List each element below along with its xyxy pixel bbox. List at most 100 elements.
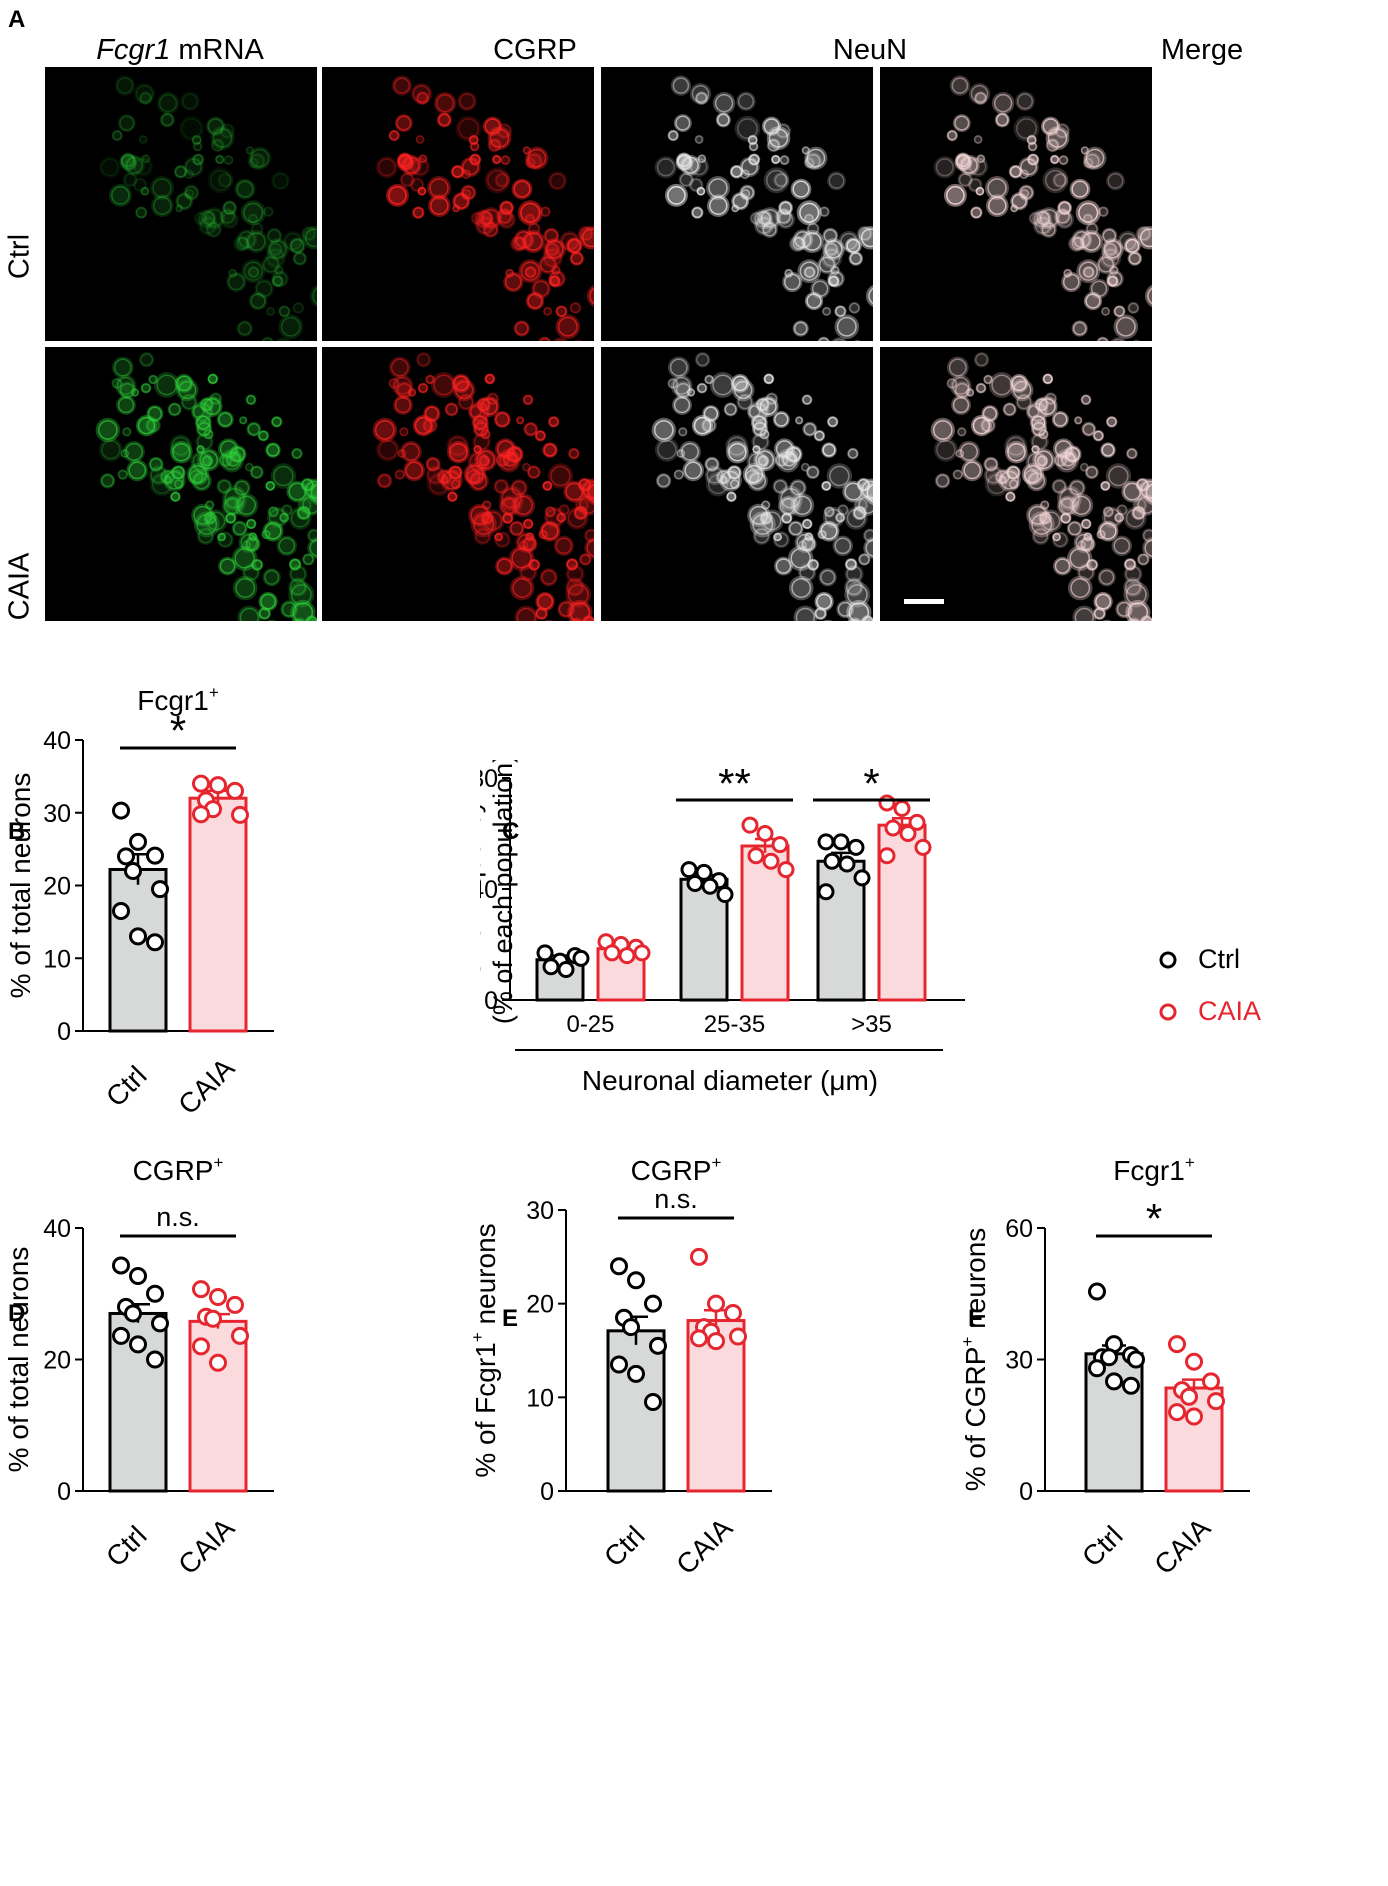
data-point	[226, 1295, 244, 1314]
data-point	[610, 1355, 628, 1374]
data-point	[151, 1314, 169, 1333]
data-point	[899, 825, 917, 842]
significance-label: *	[1146, 1195, 1162, 1242]
data-point	[112, 1256, 130, 1275]
x-tick-label: >35	[851, 1011, 892, 1038]
data-point	[914, 838, 932, 856]
data-point	[777, 861, 795, 879]
data-point	[1122, 1376, 1140, 1395]
data-point	[226, 781, 244, 800]
y-tick-label: 60	[1005, 1215, 1033, 1243]
data-point	[771, 836, 789, 854]
scale-bar	[904, 599, 944, 604]
legend-label-caia: CAIA	[1198, 996, 1261, 1026]
data-point	[1185, 1352, 1203, 1371]
data-point	[231, 1326, 249, 1345]
micrograph-caia-merged-fluorescence	[880, 347, 1152, 621]
y-tick-label: 20	[43, 873, 71, 901]
y-tick-label: 30	[43, 800, 71, 828]
data-point	[884, 819, 902, 837]
y-axis-label: % of CGRP+ neurons	[958, 1228, 991, 1492]
panel-letter-b: B	[8, 818, 26, 845]
panel-letter-f: F	[968, 1305, 983, 1332]
column-title-fcgr1: Fcgr1 mRNA	[96, 34, 264, 66]
data-point	[209, 1288, 227, 1307]
significance-label: *	[170, 707, 186, 754]
x-tick-label-caia: CAIA	[1148, 1512, 1216, 1580]
data-point	[192, 1280, 210, 1299]
legend-marker-ctrl	[1159, 951, 1177, 969]
y-tick-label: 20	[43, 1347, 71, 1375]
data-point	[151, 880, 169, 899]
y-axis-label-2: (% of each population)	[488, 760, 518, 1024]
data-point	[627, 1271, 645, 1290]
data-point	[1168, 1335, 1186, 1354]
data-point	[707, 1332, 725, 1351]
data-point	[695, 863, 713, 881]
data-point	[847, 838, 865, 856]
chart-c: 0 40 80 0-25 25-35 ** >35 * Neuronal diameter (μ…	[480, 760, 965, 1096]
chart-c-legend: Ctrl CAIA	[1159, 944, 1261, 1026]
data-point	[146, 1350, 164, 1369]
significance-label: n.s.	[156, 1202, 200, 1232]
data-point	[622, 1318, 640, 1337]
data-point	[112, 901, 130, 920]
data-point	[129, 832, 147, 851]
y-tick-label: 80	[480, 765, 498, 793]
data-point	[690, 1247, 708, 1266]
data-point	[1207, 1392, 1225, 1411]
y-axis-label: % of total neurons	[5, 773, 36, 999]
legend-label-ctrl: Ctrl	[1198, 944, 1240, 974]
data-point	[124, 1304, 142, 1323]
data-point	[817, 883, 835, 901]
data-point	[823, 852, 841, 870]
y-tick-label: 30	[1005, 1347, 1033, 1375]
x-tick-label-caia: CAIA	[670, 1512, 738, 1580]
chart-b: 0 10 20 30 40 Ctrl CAIA *Fcgr1+ % of total neuro…	[5, 683, 274, 1120]
y-tick-label: 30	[526, 1197, 554, 1225]
chart-d: 0 20 40 Ctrl CAIA n.s. CGRP+ % of total neurons	[3, 1153, 274, 1580]
data-point	[686, 874, 704, 892]
data-point	[680, 861, 698, 879]
y-tick-label: 20	[526, 1291, 554, 1319]
y-tick-label: 40	[480, 876, 498, 904]
data-point	[908, 813, 926, 831]
y-tick-label: 0	[540, 1478, 554, 1506]
data-point	[146, 933, 164, 952]
data-point	[838, 855, 856, 873]
panel-letter-a: A	[8, 6, 26, 33]
data-point	[231, 805, 249, 824]
data-point	[762, 852, 780, 870]
x-tick-label-caia: CAIA	[172, 1512, 240, 1580]
chart-title: CGRP+	[133, 1153, 224, 1186]
data-point	[1127, 1350, 1145, 1369]
data-point	[1180, 1387, 1198, 1406]
data-point	[204, 1309, 222, 1328]
data-point	[817, 833, 835, 851]
micrograph-ctrl-merged-fluorescence	[880, 67, 1152, 341]
chart-f: 0 30 60 Ctrl CAIA * Fcgr1+ % of CGRP+ neurons	[958, 1153, 1250, 1580]
data-point	[542, 958, 560, 976]
data-point	[618, 947, 636, 965]
data-point	[209, 776, 227, 795]
column-title-neun: NeuN	[832, 34, 908, 66]
panel-letter-d: D	[8, 1300, 26, 1327]
chart-title: Fcgr1+	[1113, 1153, 1195, 1186]
data-point	[747, 847, 765, 865]
micrograph-ctrl-white-fluorescence	[601, 67, 873, 341]
data-point	[124, 861, 142, 880]
data-point	[627, 1364, 645, 1383]
y-tick-label: 0	[57, 1018, 71, 1046]
x-tick-label-caia: CAIA	[172, 1052, 240, 1120]
data-point	[536, 944, 554, 962]
micrograph-caia-white-fluorescence	[601, 347, 873, 621]
column-title-merge: Merge	[1160, 34, 1244, 66]
data-point	[644, 1393, 662, 1412]
significance-label: n.s.	[654, 1184, 698, 1214]
significance-label: **	[718, 760, 751, 807]
data-point	[1088, 1282, 1106, 1301]
data-point	[1185, 1407, 1203, 1426]
x-tick-label-ctrl: Ctrl	[100, 1060, 153, 1113]
bar-ctrl	[606, 1329, 666, 1493]
chart-e: 0 10 20 30 Ctrl CAIA n.s.CGRP+ % of Fcgr1+ neur…	[470, 1153, 772, 1580]
